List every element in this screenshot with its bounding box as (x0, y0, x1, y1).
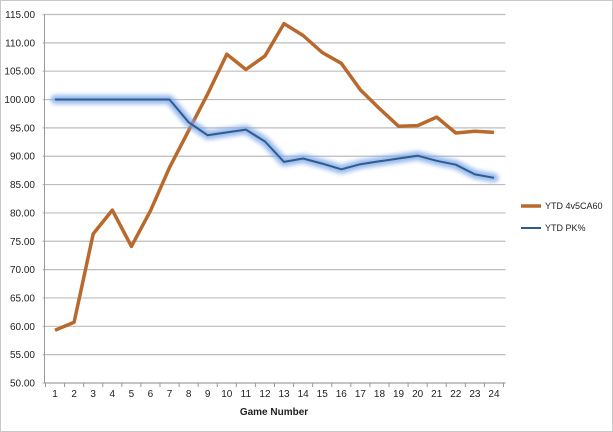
x-tick-label: 14 (298, 389, 310, 400)
x-tick-label: 18 (374, 389, 386, 400)
series-glow (50, 95, 499, 183)
x-tick-label: 3 (90, 389, 96, 400)
x-tick-label: 7 (167, 389, 173, 400)
x-tick-label: 13 (278, 389, 290, 400)
x-tick-label: 5 (129, 389, 135, 400)
x-tick-label: 24 (488, 389, 500, 400)
y-tick-label: 55.00 (10, 350, 35, 361)
x-tick-label: 8 (186, 389, 192, 400)
x-tick-label: 11 (241, 389, 252, 400)
x-tick-label: 12 (259, 389, 271, 400)
y-tick-label: 70.00 (10, 265, 35, 276)
legend-label: YTD PK% (545, 223, 586, 233)
legend: YTD 4v5CA60 YTD PK% (521, 201, 603, 233)
x-tick-label: 1 (52, 389, 58, 400)
y-tick-label: 50.00 (10, 379, 35, 390)
x-tick-label: 19 (393, 389, 405, 400)
x-tick-label: 4 (110, 389, 116, 400)
y-tick-label: 110.00 (5, 38, 35, 49)
series-line-1 (55, 98, 495, 179)
x-tick-label: 10 (221, 389, 233, 400)
y-tick-label: 105.00 (4, 67, 35, 78)
y-tick-label: 100.00 (4, 95, 35, 106)
x-tick-label: 20 (412, 389, 424, 400)
y-tick-label: 75.00 (10, 237, 35, 248)
x-tick-label: 22 (450, 389, 462, 400)
legend-label: YTD 4v5CA60 (545, 201, 603, 211)
y-tick-label: 95.00 (10, 123, 35, 134)
x-tick-label: 16 (336, 389, 348, 400)
x-tick-label: 21 (431, 389, 443, 400)
y-tick-label: 90.00 (10, 152, 35, 163)
x-tick-label: 23 (469, 389, 481, 400)
y-tick-label: 65.00 (10, 293, 35, 304)
x-tick-label: 9 (205, 389, 211, 400)
x-axis-label: Game Number (240, 407, 308, 418)
y-tick-label: 60.00 (10, 322, 35, 333)
x-tick-label: 6 (148, 389, 154, 400)
x-tick-label: 2 (71, 389, 77, 400)
series-line-0 (54, 21, 495, 332)
y-tick-label: 115.00 (5, 10, 35, 21)
y-tick-label: 80.00 (10, 208, 35, 219)
y-tick-label: 85.00 (10, 180, 35, 191)
x-tick-label: 17 (355, 389, 367, 400)
x-tick-label: 15 (317, 389, 329, 400)
